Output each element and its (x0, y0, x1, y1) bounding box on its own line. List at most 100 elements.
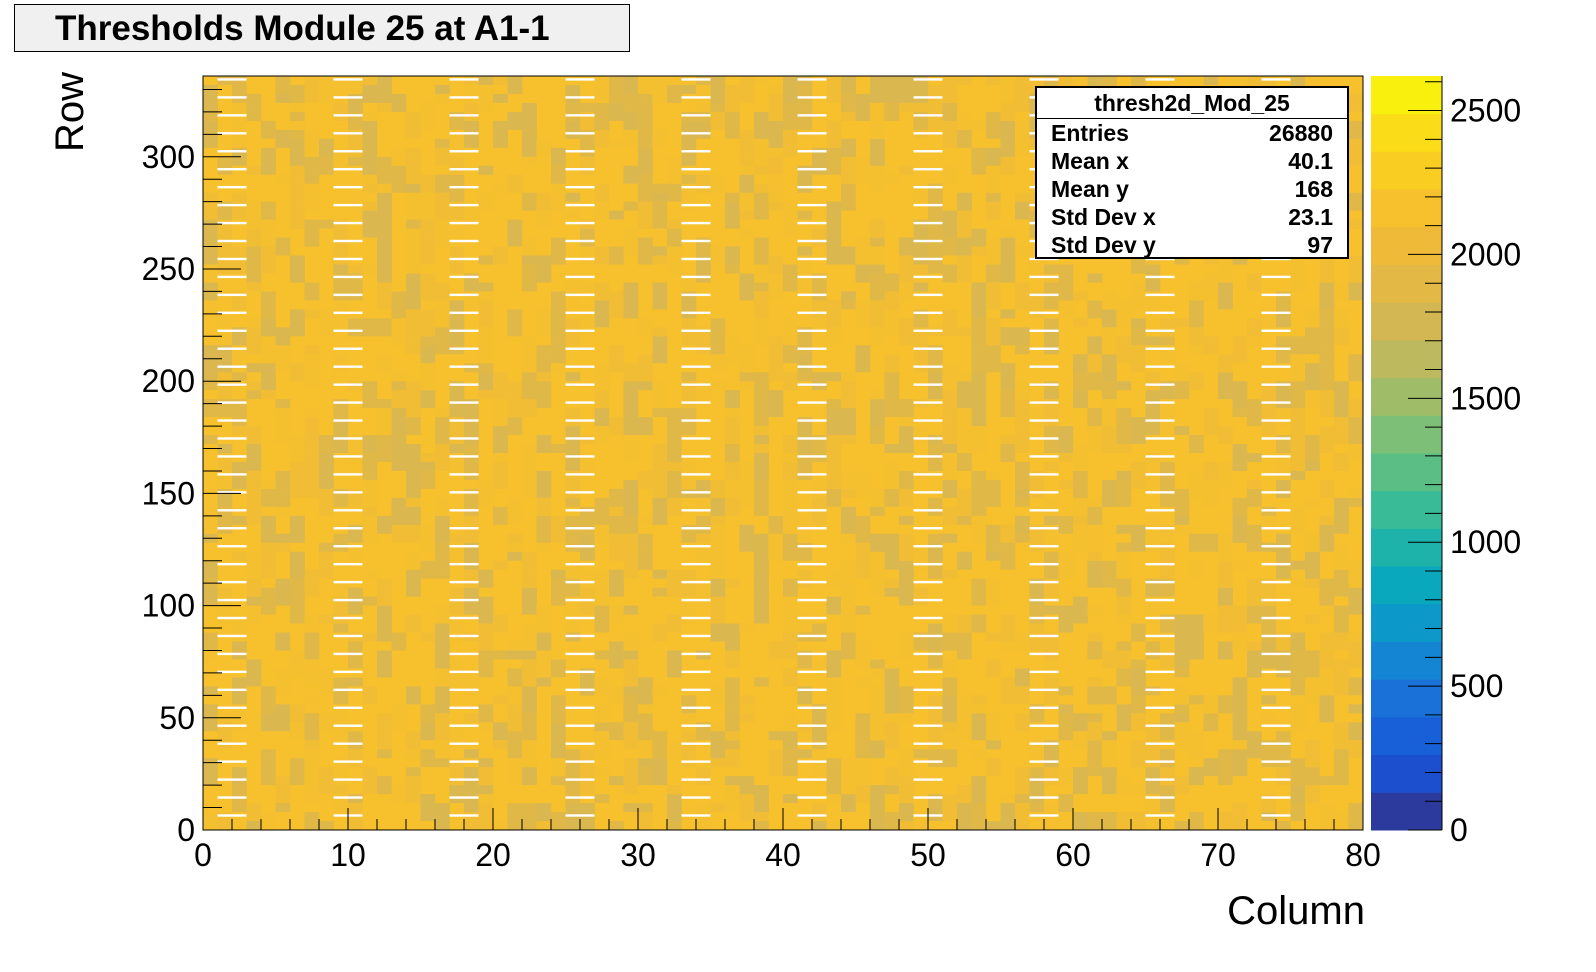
heatmap-bin (551, 569, 566, 579)
empty-bin (1029, 688, 1059, 692)
heatmap-bin (290, 596, 305, 624)
empty-bin (565, 562, 595, 566)
heatmap-bin (942, 794, 958, 822)
heatmap-bin (203, 560, 218, 579)
empty-bin (217, 132, 247, 135)
heatmap-bin (1203, 408, 1219, 436)
heatmap-bin (638, 354, 653, 382)
heatmap-bin (942, 722, 958, 732)
heatmap-bin (580, 102, 595, 112)
heatmap-bin (1116, 408, 1132, 436)
heatmap-bin (1189, 695, 1204, 705)
heatmap-bin (696, 174, 711, 193)
heatmap-bin (797, 165, 813, 193)
empty-bin (797, 742, 827, 745)
empty-bin (333, 311, 363, 315)
empty-bin (217, 778, 247, 781)
heatmap-bin (1015, 345, 1030, 355)
heatmap-bin (739, 273, 755, 301)
empty-bin (913, 96, 943, 99)
heatmap-bin (1218, 354, 1233, 373)
empty-bin (1029, 419, 1059, 422)
heatmap-bin (667, 569, 682, 597)
heatmap-bin (435, 282, 450, 301)
empty-bin (681, 473, 711, 476)
empty-bin (565, 419, 595, 422)
heatmap-bin (391, 713, 407, 732)
empty-bin (797, 311, 827, 315)
empty-bin (217, 78, 247, 81)
heatmap-bin (362, 84, 378, 103)
heatmap-bin (304, 363, 320, 391)
empty-bin (217, 580, 247, 584)
empty-bin (449, 78, 479, 81)
heatmap-bin (1305, 578, 1320, 588)
heatmap-bin (754, 453, 769, 471)
heatmap-bin (594, 102, 610, 130)
heatmap-bin (899, 76, 914, 103)
heatmap-bin (522, 399, 537, 418)
empty-bin (565, 706, 595, 709)
heatmap-bin (739, 372, 755, 382)
empty-bin (217, 419, 247, 422)
heatmap-bin (942, 453, 958, 462)
heatmap-bin (652, 183, 668, 193)
empty-bin (681, 688, 711, 692)
heatmap-bin (420, 363, 436, 391)
heatmap-bin (406, 767, 421, 777)
heatmap-bin (362, 515, 378, 543)
heatmap-bin (971, 614, 987, 633)
heatmap-bin (1189, 470, 1204, 498)
heatmap-bin (870, 785, 885, 813)
heatmap-bin (957, 210, 972, 238)
heatmap-bin (855, 605, 871, 615)
heatmap-bin (1073, 291, 1088, 301)
heatmap-bin (725, 632, 740, 651)
empty-bin (1261, 78, 1291, 81)
x-tick-label: 60 (1055, 837, 1091, 873)
heatmap-bin (841, 785, 856, 795)
empty-bin (565, 221, 595, 225)
heatmap-bin (377, 731, 392, 750)
heatmap-bin (319, 551, 334, 561)
heatmap-bin (1290, 704, 1306, 732)
heatmap-bin (1305, 533, 1320, 552)
heatmap-bin (1116, 470, 1132, 480)
heatmap-bin (1073, 767, 1088, 795)
empty-bin (333, 545, 363, 548)
heatmap-bin (507, 497, 523, 525)
heatmap-bin (1145, 767, 1161, 786)
heatmap-bin (783, 596, 798, 615)
heatmap-bin (1348, 803, 1364, 830)
heatmap-bin (1102, 479, 1117, 507)
empty-bin (333, 580, 363, 584)
heatmap-bin (493, 461, 508, 489)
heatmap-bin (478, 255, 494, 265)
empty-bin (1261, 616, 1291, 620)
heatmap-bin (217, 605, 233, 624)
heatmap-bin (377, 282, 392, 310)
empty-bin (1029, 670, 1059, 674)
empty-bin (1145, 778, 1175, 781)
heatmap-bin (971, 776, 987, 795)
heatmap-bin (1334, 542, 1349, 570)
heatmap-bin (203, 282, 218, 292)
heatmap-bin (899, 318, 914, 346)
heatmap-bin (783, 533, 798, 561)
heatmap-bin (826, 704, 842, 732)
heatmap-bin (797, 731, 813, 741)
empty-bin (1029, 527, 1059, 530)
heatmap-bin (1044, 515, 1059, 525)
heatmap-bin (1044, 632, 1059, 660)
heatmap-bin (1290, 381, 1306, 409)
heatmap-bin (1044, 659, 1059, 678)
heatmap-bin (1203, 76, 1219, 85)
empty-bin (1145, 562, 1175, 566)
heatmap-bin (1348, 488, 1364, 498)
empty-bin (449, 365, 479, 368)
heatmap-bin (1145, 524, 1161, 552)
heatmap-bin (1044, 327, 1059, 355)
heatmap-bin (957, 76, 972, 85)
heatmap-bin (667, 821, 682, 830)
heatmap-bin (812, 372, 827, 391)
